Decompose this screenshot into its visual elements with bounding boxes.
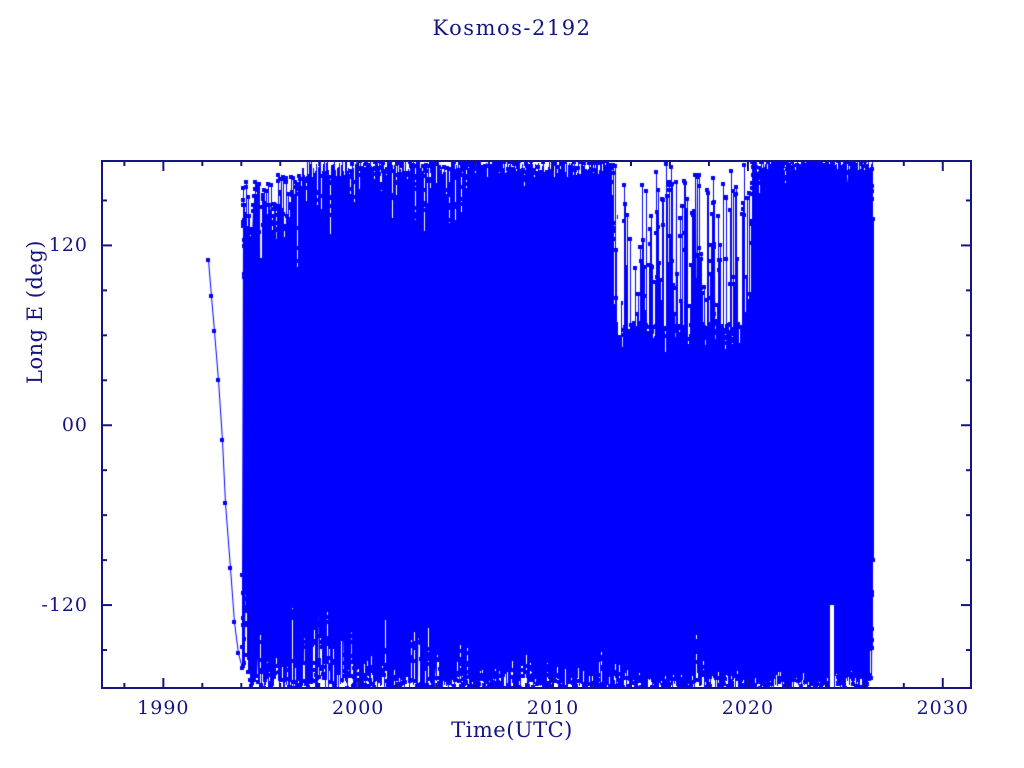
data-series-canvas <box>103 162 970 687</box>
x-tick-label: 2030 <box>916 697 969 719</box>
y-tick-label: 120 <box>48 234 88 257</box>
x-tick-label: 2000 <box>332 697 385 719</box>
y-tick-label: 00 <box>61 414 88 437</box>
y-tick-label: -120 <box>41 594 88 617</box>
plot-area <box>101 160 972 689</box>
y-axis-title: Long E (deg) <box>23 240 47 384</box>
x-axis-title: Time(UTC) <box>451 718 573 742</box>
x-tick-label: 1990 <box>137 697 190 719</box>
x-tick-label: 2020 <box>721 697 775 719</box>
x-tick-label: 2010 <box>526 697 580 719</box>
chart-title: Kosmos-2192 <box>432 16 592 40</box>
